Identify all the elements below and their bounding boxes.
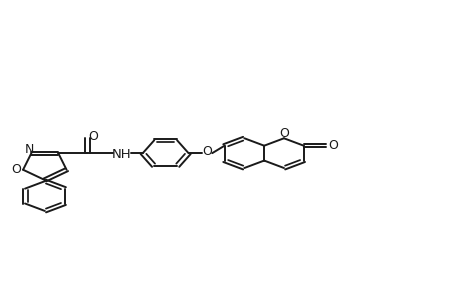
Text: O: O [202,145,212,158]
Text: O: O [279,127,288,140]
Text: O: O [327,139,337,152]
Text: N: N [24,143,34,156]
Text: NH: NH [112,148,131,161]
Text: O: O [88,130,98,143]
Text: O: O [11,163,21,176]
